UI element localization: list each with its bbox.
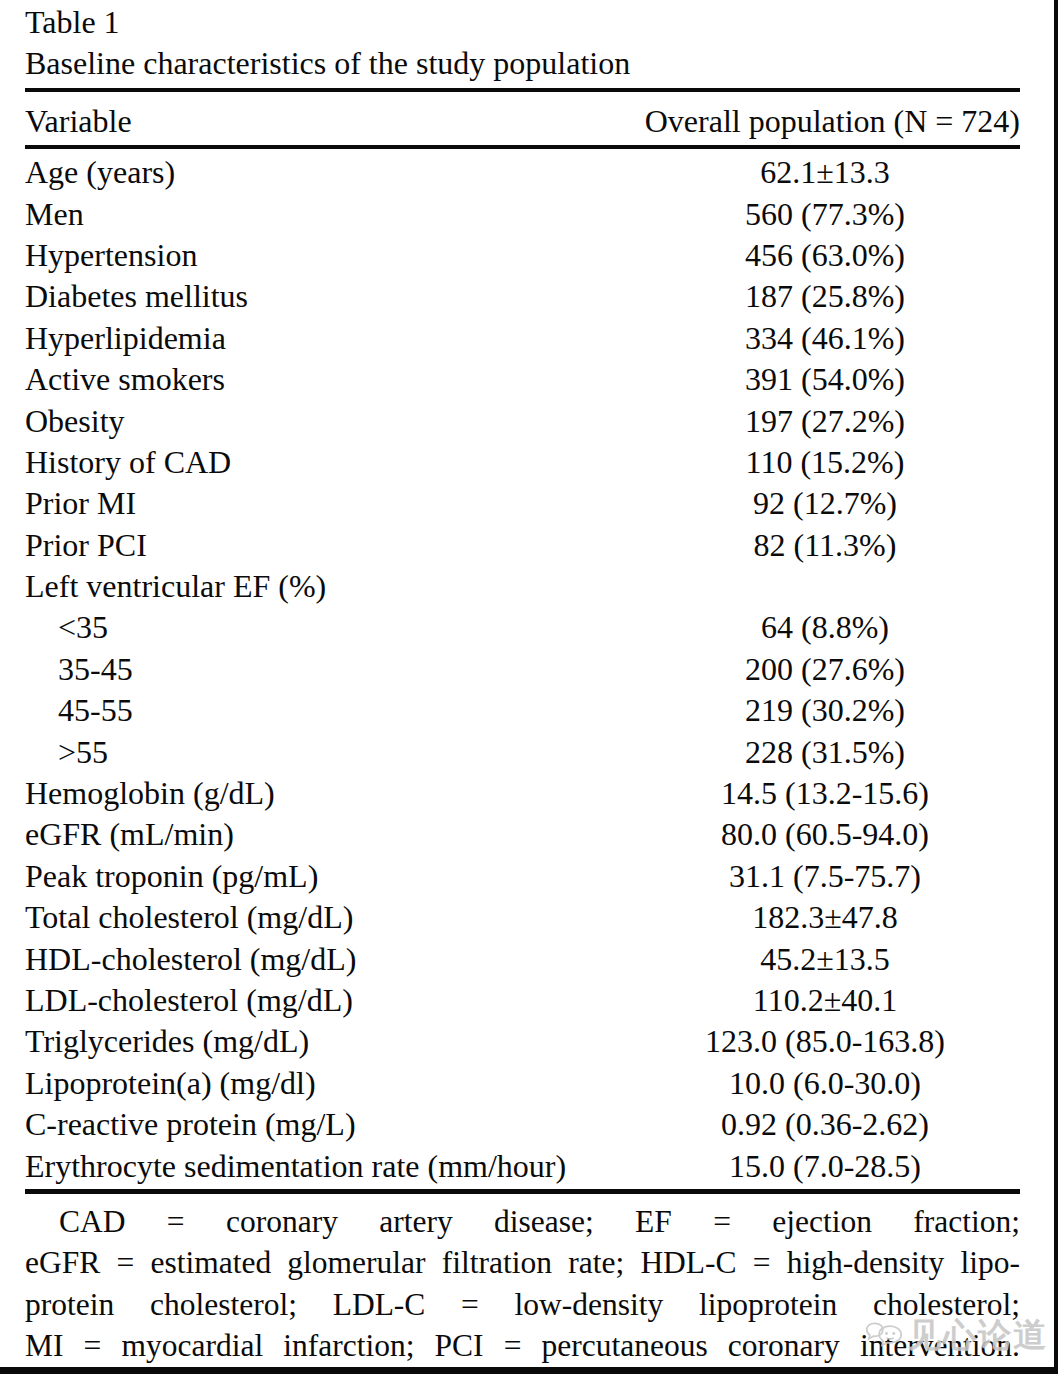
footnote-line: CAD = coronary artery disease; EF = ejec… — [25, 1201, 1020, 1242]
row-variable: Men — [25, 196, 630, 233]
row-value: 0.92 (0.36-2.62) — [630, 1106, 1020, 1143]
row-variable: <35 — [25, 609, 630, 646]
row-value: 391 (54.0%) — [630, 361, 1020, 398]
table-row: eGFR (mL/min)80.0 (60.5-94.0) — [25, 814, 1020, 855]
footnote-line: MI = myocardial infarction; PCI = percut… — [25, 1325, 1020, 1366]
row-value: 45.2±13.5 — [630, 941, 1020, 978]
row-variable: Left ventricular EF (%) — [25, 568, 630, 605]
table-row: Erythrocyte sedimentation rate (mm/hour)… — [25, 1145, 1020, 1186]
footnote-line: eGFR = estimated glomerular filtration r… — [25, 1242, 1020, 1283]
table-row: Hyperlipidemia334 (46.1%) — [25, 318, 1020, 359]
row-value: 31.1 (7.5-75.7) — [630, 858, 1020, 895]
row-value: 123.0 (85.0-163.8) — [630, 1023, 1020, 1060]
row-variable: 45-55 — [25, 692, 630, 729]
row-value: 10.0 (6.0-30.0) — [630, 1065, 1020, 1102]
table-row: Age (years)62.1±13.3 — [25, 152, 1020, 193]
row-value: 228 (31.5%) — [630, 734, 1020, 771]
row-variable: HDL-cholesterol (mg/dL) — [25, 941, 630, 978]
row-value: 14.5 (13.2-15.6) — [630, 775, 1020, 812]
table-row: Left ventricular EF (%) — [25, 566, 1020, 607]
table-row: >55228 (31.5%) — [25, 731, 1020, 772]
row-value: 62.1±13.3 — [630, 154, 1020, 191]
footnote-line: protein cholesterol; LDL-C = low-density… — [25, 1284, 1020, 1325]
page-right-border — [1054, 0, 1058, 1374]
row-variable: Hyperlipidemia — [25, 320, 630, 357]
row-variable: >55 — [25, 734, 630, 771]
table-label: Table 1 — [25, 2, 1020, 43]
row-variable: Lipoprotein(a) (mg/dl) — [25, 1065, 630, 1102]
table-row: Hemoglobin (g/dL)14.5 (13.2-15.6) — [25, 773, 1020, 814]
table-row: LDL-cholesterol (mg/dL)110.2±40.1 — [25, 980, 1020, 1021]
row-value: 456 (63.0%) — [630, 237, 1020, 274]
row-variable: LDL-cholesterol (mg/dL) — [25, 982, 630, 1019]
table-row: C-reactive protein (mg/L)0.92 (0.36-2.62… — [25, 1104, 1020, 1145]
table-header-row: Variable Overall population (N = 724) — [25, 100, 1020, 142]
row-variable: Peak troponin (pg/mL) — [25, 858, 630, 895]
row-value: 219 (30.2%) — [630, 692, 1020, 729]
row-value: 110.2±40.1 — [630, 982, 1020, 1019]
table-row: Peak troponin (pg/mL)31.1 (7.5-75.7) — [25, 856, 1020, 897]
row-variable: eGFR (mL/min) — [25, 816, 630, 853]
table-row: Prior MI92 (12.7%) — [25, 483, 1020, 524]
table-row: Active smokers391 (54.0%) — [25, 359, 1020, 400]
table-row: <3564 (8.8%) — [25, 607, 1020, 648]
table-row: Men560 (77.3%) — [25, 193, 1020, 234]
column-header-variable: Variable — [25, 103, 132, 140]
row-value: 80.0 (60.5-94.0) — [630, 816, 1020, 853]
table-row: Triglycerides (mg/dL)123.0 (85.0-163.8) — [25, 1021, 1020, 1062]
table-row: 45-55219 (30.2%) — [25, 690, 1020, 731]
table-footnote: CAD = coronary artery disease; EF = ejec… — [25, 1201, 1020, 1366]
row-variable: Diabetes mellitus — [25, 278, 630, 315]
table-rule-header — [25, 145, 1020, 149]
row-value: 187 (25.8%) — [630, 278, 1020, 315]
row-value: 560 (77.3%) — [630, 196, 1020, 233]
row-variable: 35-45 — [25, 651, 630, 688]
page-bottom-bar — [0, 1367, 1058, 1374]
row-variable: Hemoglobin (g/dL) — [25, 775, 630, 812]
table-row: Diabetes mellitus187 (25.8%) — [25, 276, 1020, 317]
table-row: Hypertension456 (63.0%) — [25, 235, 1020, 276]
table-row: 35-45200 (27.6%) — [25, 649, 1020, 690]
row-variable: Prior MI — [25, 485, 630, 522]
row-variable: Total cholesterol (mg/dL) — [25, 899, 630, 936]
row-value: 82 (11.3%) — [630, 527, 1020, 564]
table-row: History of CAD110 (15.2%) — [25, 442, 1020, 483]
table-row: Total cholesterol (mg/dL)182.3±47.8 — [25, 897, 1020, 938]
table-body: Age (years)62.1±13.3Men560 (77.3%)Hypert… — [25, 152, 1020, 1187]
table-row: Prior PCI82 (11.3%) — [25, 525, 1020, 566]
row-value: 15.0 (7.0-28.5) — [630, 1148, 1020, 1185]
row-variable: Hypertension — [25, 237, 630, 274]
row-value: 182.3±47.8 — [630, 899, 1020, 936]
table-row: Lipoprotein(a) (mg/dl)10.0 (6.0-30.0) — [25, 1063, 1020, 1104]
row-variable: Prior PCI — [25, 527, 630, 564]
row-value: 200 (27.6%) — [630, 651, 1020, 688]
row-value: 110 (15.2%) — [630, 444, 1020, 481]
table-rule-bottom — [25, 1189, 1020, 1194]
table-title-block: Table 1 Baseline characteristics of the … — [25, 2, 1020, 84]
table-rule-top — [25, 88, 1020, 92]
row-variable: Erythrocyte sedimentation rate (mm/hour) — [25, 1148, 630, 1185]
table-caption: Baseline characteristics of the study po… — [25, 43, 1020, 84]
row-variable: Age (years) — [25, 154, 630, 191]
row-variable: C-reactive protein (mg/L) — [25, 1106, 630, 1143]
row-variable: Active smokers — [25, 361, 630, 398]
row-variable: History of CAD — [25, 444, 630, 481]
column-header-value: Overall population (N = 724) — [645, 103, 1020, 140]
row-value: 197 (27.2%) — [630, 403, 1020, 440]
row-value: 92 (12.7%) — [630, 485, 1020, 522]
row-value: 64 (8.8%) — [630, 609, 1020, 646]
row-variable: Triglycerides (mg/dL) — [25, 1023, 630, 1060]
table-row: Obesity197 (27.2%) — [25, 400, 1020, 441]
table-row: HDL-cholesterol (mg/dL)45.2±13.5 — [25, 938, 1020, 979]
row-variable: Obesity — [25, 403, 630, 440]
paper-table-page: Table 1 Baseline characteristics of the … — [0, 0, 1058, 1374]
row-value: 334 (46.1%) — [630, 320, 1020, 357]
